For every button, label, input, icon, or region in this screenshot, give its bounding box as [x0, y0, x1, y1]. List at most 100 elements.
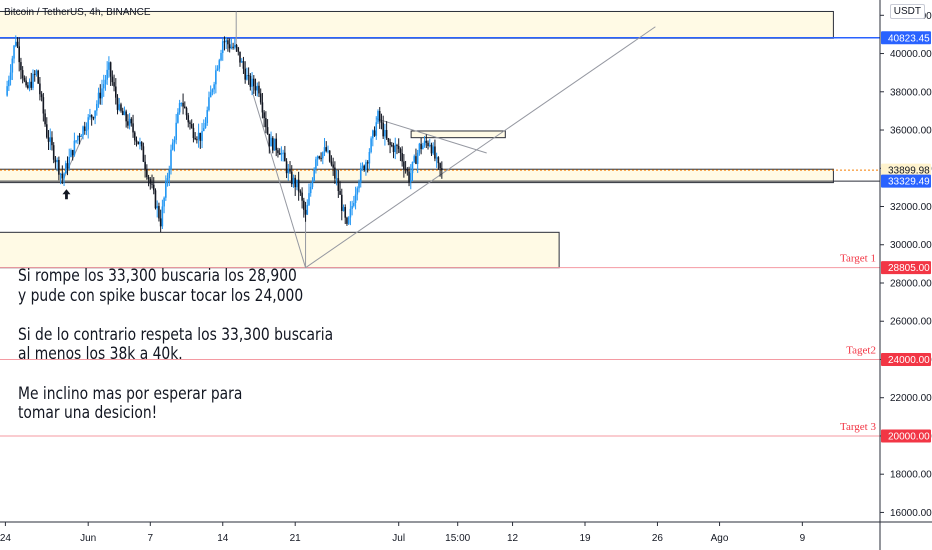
candle-body [189, 122, 191, 124]
candle-body [366, 162, 369, 164]
y-tick-label: 32000.00 [890, 202, 932, 213]
candle-body [392, 145, 395, 153]
candle-body [368, 152, 371, 164]
candle-body [420, 143, 422, 150]
candle-body [301, 192, 303, 201]
candle-body [180, 102, 183, 104]
candle-body [216, 68, 219, 71]
candle-body [99, 92, 102, 99]
candle-body [116, 97, 119, 110]
currency-button[interactable]: USDT [889, 4, 925, 19]
candle-body [377, 111, 379, 123]
candle-body [308, 193, 310, 205]
candle-body [109, 62, 112, 77]
candle-body [71, 150, 74, 156]
candle-body [354, 194, 357, 203]
candle-body [83, 126, 86, 131]
price-label: 33329.49 [888, 177, 930, 188]
candle-body [140, 142, 143, 147]
candle-body [142, 146, 145, 162]
candle-body [163, 197, 165, 207]
candle-body [384, 129, 386, 137]
candle-body [247, 75, 250, 77]
note-line: al menos los 38k a 40k. [18, 344, 183, 364]
candle-body [409, 173, 412, 183]
candle-body [271, 137, 274, 151]
note-line: Me inclino mas por esperar para [18, 383, 243, 403]
price-label-box [881, 261, 931, 275]
candle-body [111, 76, 114, 83]
candle-body [206, 110, 209, 124]
candle-body [240, 61, 243, 63]
candle-body [432, 146, 434, 154]
candle-body [435, 157, 438, 159]
candle-body [182, 102, 184, 107]
candle-body [125, 111, 127, 122]
candle-body [127, 121, 129, 126]
candle-body [211, 89, 214, 93]
y-tick-label: 22000.00 [890, 393, 932, 404]
candle-body [171, 142, 174, 150]
candle-body [166, 178, 169, 182]
candle-body [151, 183, 153, 185]
y-tick-label: 30000.00 [890, 240, 932, 251]
candle-body [334, 167, 336, 179]
candle-body [322, 152, 324, 159]
candle-body [416, 152, 419, 164]
y-tick-label: 18000.00 [890, 470, 932, 481]
candle-body [294, 177, 296, 188]
candle-body [184, 106, 186, 109]
candle-body [170, 149, 172, 170]
candle-body [290, 171, 293, 185]
candle-body [251, 78, 253, 87]
candle-body [235, 44, 238, 48]
candle-body [244, 68, 246, 80]
candle-body [415, 156, 417, 164]
x-tick-label: Ago [711, 533, 729, 544]
candle-body [20, 62, 22, 71]
candle-body [406, 169, 409, 172]
candle-body [318, 156, 321, 158]
candle-body [265, 118, 267, 128]
candle-body [299, 191, 302, 193]
candle-body [11, 58, 14, 73]
candle-body [194, 137, 196, 140]
candle-body [292, 177, 295, 185]
candle-body [123, 111, 126, 115]
candle-body [187, 115, 190, 123]
candle-body [328, 150, 331, 162]
candle-body [8, 79, 10, 87]
candle-body [263, 112, 265, 119]
candle-body [128, 118, 131, 126]
candle-body [218, 60, 221, 69]
candle-body [280, 153, 283, 155]
candle-body [196, 139, 198, 141]
candle-body [306, 204, 309, 215]
candle-body [33, 73, 36, 75]
candle-body [441, 168, 443, 171]
candle-body [144, 161, 146, 170]
candle-body [202, 128, 205, 132]
candle-body [102, 84, 105, 89]
candle-body [75, 140, 77, 142]
candle-body [223, 41, 226, 43]
price-label: 40823.45 [888, 33, 930, 44]
x-tick-label: 21 [290, 533, 302, 544]
candle-body [375, 122, 378, 136]
candle-body [275, 138, 278, 151]
candle-body [325, 147, 328, 152]
candle-body [246, 75, 248, 80]
candle-body [413, 156, 416, 162]
candle-body [104, 79, 107, 85]
candle-body [266, 127, 269, 134]
note-line: Si de lo contrario respeta los 33,300 bu… [18, 324, 334, 344]
candle-body [340, 194, 343, 211]
candle-body [154, 190, 157, 209]
candle-body [373, 130, 376, 136]
candle-body [82, 126, 84, 136]
candle-body [391, 144, 393, 146]
trendline [375, 118, 487, 154]
candle-body [365, 162, 367, 171]
candle-body [46, 124, 48, 138]
